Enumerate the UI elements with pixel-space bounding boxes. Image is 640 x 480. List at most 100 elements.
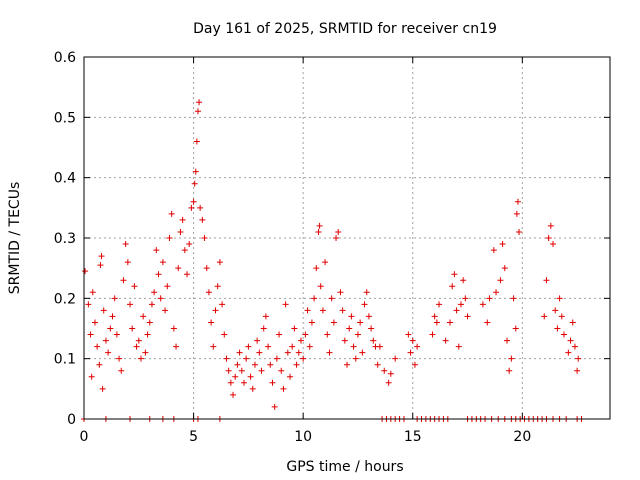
data-point [567, 337, 574, 344]
data-point [273, 355, 280, 362]
data-point [455, 343, 462, 350]
y-tick-label: 0.4 [54, 171, 76, 187]
data-point [370, 337, 377, 344]
data-point [260, 325, 267, 332]
data-point [137, 355, 144, 362]
data-point [240, 379, 247, 386]
data-point [177, 228, 184, 235]
data-point [554, 325, 561, 332]
data-point [352, 355, 359, 362]
data-point [300, 355, 307, 362]
data-point [503, 337, 510, 344]
data-point [223, 355, 230, 362]
data-point [267, 361, 274, 368]
data-point [304, 307, 311, 314]
data-point [133, 343, 140, 350]
data-point [376, 343, 383, 350]
data-point [341, 337, 348, 344]
data-point [429, 331, 436, 338]
data-point [232, 373, 239, 380]
data-point [216, 259, 223, 266]
data-point [346, 325, 353, 332]
data-point [146, 319, 153, 326]
data-point [212, 307, 219, 314]
data-point [514, 198, 521, 205]
data-point [501, 265, 508, 272]
data-point [560, 331, 567, 338]
data-point [433, 319, 440, 326]
data-point [436, 301, 443, 308]
data-point [254, 337, 261, 344]
data-point [181, 247, 188, 254]
data-point [287, 373, 294, 380]
data-point [91, 319, 98, 326]
data-point [328, 295, 335, 302]
data-point [431, 313, 438, 320]
data-point [109, 313, 116, 320]
data-point [550, 241, 557, 248]
data-point [543, 277, 550, 284]
data-point [85, 301, 92, 308]
data-point [335, 228, 342, 235]
data-point [344, 361, 350, 368]
data-point [414, 343, 421, 350]
data-point [512, 325, 519, 332]
data-point [506, 367, 513, 374]
data-point [234, 361, 241, 368]
data-point [565, 349, 572, 356]
data-point [271, 403, 278, 410]
data-point [552, 307, 559, 314]
data-point [256, 349, 263, 356]
data-point [164, 283, 171, 290]
data-point [317, 283, 324, 290]
data-point [230, 391, 237, 398]
x-tick-label: 0 [80, 429, 89, 445]
data-point [155, 271, 162, 278]
data-point [547, 222, 554, 229]
data-point [96, 361, 103, 368]
data-point [442, 337, 449, 344]
data-point [407, 349, 414, 356]
data-point [199, 216, 206, 223]
data-point [219, 301, 226, 308]
data-point [184, 271, 191, 278]
data-point [385, 379, 392, 386]
data-point [89, 289, 96, 296]
axis-ticks [83, 56, 610, 420]
data-point [148, 301, 155, 308]
data-point [107, 325, 114, 332]
data-point [464, 313, 471, 320]
data-point [221, 331, 228, 338]
data-point [243, 355, 250, 362]
data-point [208, 319, 215, 326]
data-point [359, 349, 366, 356]
data-point [381, 367, 388, 374]
data-point [197, 204, 204, 211]
data-point [319, 307, 326, 314]
data-point [225, 367, 232, 374]
x-tick-label: 20 [513, 429, 531, 445]
data-point [170, 325, 177, 332]
y-tick-labels: 0 0.1 0.2 0.3 0.4 0.5 0.6 [54, 50, 76, 428]
data-point [102, 337, 109, 344]
data-point [510, 295, 517, 302]
data-point [135, 337, 142, 344]
data-point [490, 247, 497, 254]
x-tick-label: 15 [404, 429, 422, 445]
data-point [113, 331, 120, 338]
data-point [497, 277, 504, 284]
data-point [337, 289, 344, 296]
data-point [116, 355, 123, 362]
data-point [322, 259, 329, 266]
data-point [98, 253, 105, 260]
data-point [409, 337, 416, 344]
data-point [151, 289, 158, 296]
data-point [315, 228, 322, 235]
data-point [144, 331, 151, 338]
data-point [210, 343, 217, 350]
data-point [105, 349, 112, 356]
y-tick-label: 0.6 [54, 50, 76, 66]
data-point [365, 313, 372, 320]
data-point [153, 247, 160, 254]
data-point [162, 307, 169, 314]
